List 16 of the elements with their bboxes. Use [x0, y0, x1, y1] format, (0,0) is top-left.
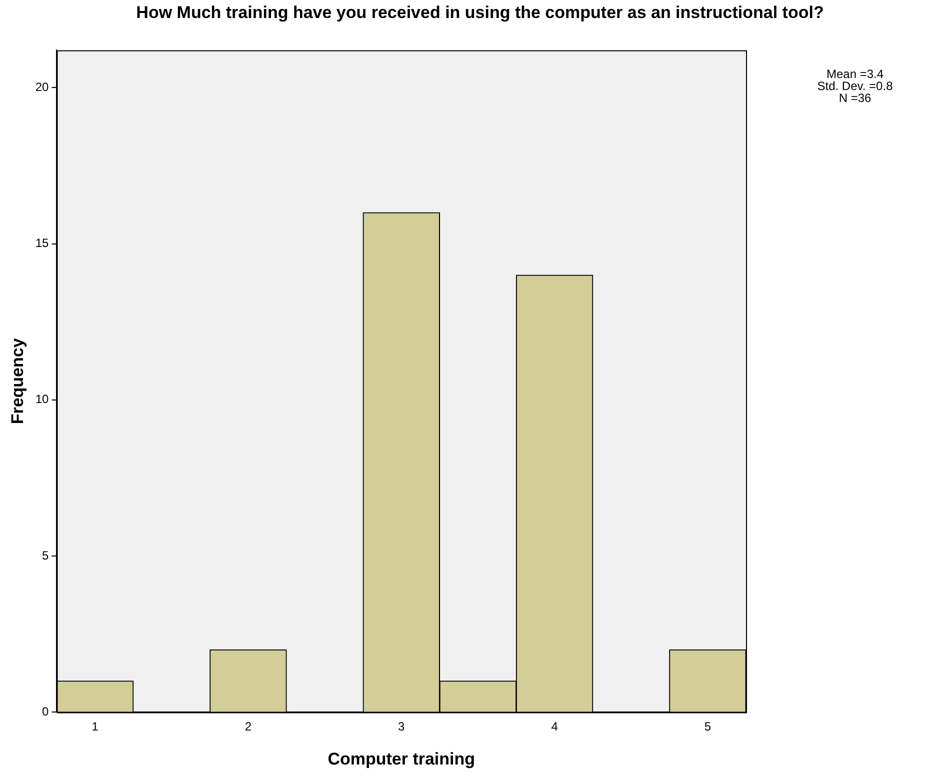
- x-tick-label: 1: [92, 720, 99, 734]
- y-tick-label: 5: [42, 548, 50, 562]
- y-tick-label: 20: [35, 80, 50, 94]
- x-tick-label: 3: [398, 720, 406, 734]
- x-tick-label: 2: [244, 720, 252, 734]
- x-axis-title: Computer training: [328, 749, 476, 768]
- x-tick-label: 5: [704, 720, 712, 734]
- y-tick-label: 0: [42, 704, 50, 719]
- text: N =36: [838, 91, 872, 105]
- text: Mean =3.4: [825, 67, 885, 81]
- y-tick-label: 10: [35, 392, 50, 406]
- text: Std. Dev. =0.8: [816, 79, 894, 93]
- y-tick-label: 15: [35, 236, 50, 250]
- x-tick-label: 4: [551, 720, 558, 734]
- y-axis-title: Frequency: [8, 338, 27, 424]
- chart-title: How Much training have you received in using the computer as an instructional tool?: [135, 3, 825, 22]
